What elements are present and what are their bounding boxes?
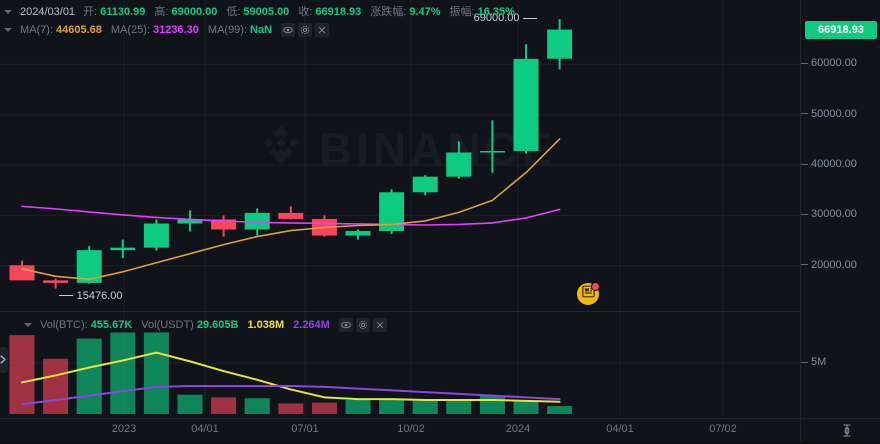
- price-tick: 40000.00: [801, 158, 857, 170]
- volume-legend: Vol(BTC): 455.67K Vol(USDT) 29.605B 1.03…: [20, 318, 390, 332]
- time-tick: 04/01: [606, 423, 634, 435]
- ohlc-low-value: 59005.00: [243, 6, 290, 18]
- time-tick: 07/01: [291, 423, 319, 435]
- current-price-tag: 66918.93: [805, 20, 877, 39]
- time-tick: 10/02: [397, 423, 425, 435]
- panel-separator: [0, 311, 800, 312]
- close-icon[interactable]: [315, 23, 330, 37]
- vol-ma-purple-value: 2.264M: [293, 319, 330, 331]
- ma-legend: MA(7): 44605.68 MA(25): 31236.30 MA(99):…: [0, 23, 332, 37]
- time-axis[interactable]: 2023 04/01 07/01 10/02 2024 04/01 07/02: [0, 418, 880, 442]
- vol-usdt-label: Vol(USDT): [141, 319, 194, 331]
- ohlc-open-label: 开:: [83, 6, 98, 18]
- vol-ma-yellow-value: 1.038M: [247, 319, 285, 331]
- ma99-label: MA(99):: [207, 24, 248, 36]
- binance-logo-icon: [255, 123, 307, 175]
- low-leader-line: [58, 295, 73, 297]
- ohlc-high-value: 69000.00: [171, 6, 218, 18]
- axis-corner-divider: [800, 419, 801, 442]
- ohlc-amplitude-label: 振幅:: [449, 6, 475, 18]
- low-price-annotation-text: 15476.00: [76, 289, 123, 302]
- ohlc-amplitude-value: 16.35%: [477, 6, 515, 18]
- time-tick: 2024: [505, 423, 531, 435]
- news-panel-icon: [581, 285, 595, 303]
- ohlc-legend: 2024/03/01 开: 61130.99 高: 69000.00 低: 59…: [0, 5, 524, 19]
- vertical-resize-icon[interactable]: [838, 422, 856, 439]
- ma25-label: MA(25):: [110, 24, 151, 36]
- vol-btc-value: 455.67K: [90, 319, 133, 331]
- watermark-text: BINANCE: [319, 123, 557, 175]
- price-tick: 60000.00: [801, 57, 857, 69]
- gear-icon[interactable]: [298, 23, 313, 37]
- eye-icon[interactable]: [281, 23, 296, 37]
- eye-icon[interactable]: [338, 318, 353, 332]
- news-panel-button[interactable]: [577, 282, 600, 305]
- ma25-value: 31236.30: [153, 24, 199, 36]
- ohlc-high-label: 高:: [154, 6, 169, 18]
- vol-usdt-value: 29.605B: [196, 319, 239, 331]
- ohlc-open-value: 61130.99: [100, 6, 146, 18]
- high-price-annotation: 69000.00: [474, 12, 538, 24]
- price-tick: 20000.00: [801, 259, 857, 271]
- ohlc-date: 2024/03/01: [20, 6, 76, 18]
- price-tick: 30000.00: [801, 208, 857, 220]
- price-axis[interactable]: 66918.93 60000.00 50000.00 40000.00 30000.0…: [800, 0, 880, 441]
- vol-btc-label: Vol(BTC):: [40, 319, 88, 331]
- binance-watermark: BINANCE: [255, 118, 585, 180]
- time-tick: 04/01: [191, 423, 219, 435]
- gear-icon[interactable]: [355, 318, 370, 332]
- plot-area[interactable]: BINANCE 69000.00 15476.00: [0, 0, 800, 441]
- grid-layer: [0, 0, 800, 418]
- volume-tick: 5M: [801, 356, 826, 368]
- news-notification-badge: [591, 282, 600, 291]
- ohlc-change-value: 9.47%: [409, 6, 441, 18]
- ohlc-close-label: 收:: [298, 6, 313, 18]
- ohlc-low-label: 低:: [226, 6, 241, 18]
- high-leader-line: [523, 17, 538, 19]
- chevron-down-icon[interactable]: [24, 323, 32, 327]
- chart-collapse-handle[interactable]: [0, 347, 8, 373]
- close-icon[interactable]: [372, 318, 387, 332]
- high-price-annotation-text: 69000.00: [473, 12, 520, 25]
- ma7-value: 44605.68: [56, 24, 102, 36]
- time-tick: 07/02: [709, 423, 737, 435]
- time-tick: 2023: [111, 423, 137, 435]
- ohlc-change-label: 涨跌幅:: [370, 6, 407, 18]
- ma7-label: MA(7):: [20, 24, 53, 36]
- price-tick: 50000.00: [801, 108, 857, 120]
- chevron-down-icon[interactable]: [4, 28, 12, 32]
- chevron-right-icon: [0, 351, 6, 369]
- ma99-value: NaN: [250, 24, 273, 36]
- ohlc-close-value: 66918.93: [315, 6, 362, 18]
- series-layer: [9, 19, 573, 414]
- low-price-annotation: 15476.00: [58, 289, 123, 302]
- chevron-down-icon[interactable]: [4, 10, 12, 14]
